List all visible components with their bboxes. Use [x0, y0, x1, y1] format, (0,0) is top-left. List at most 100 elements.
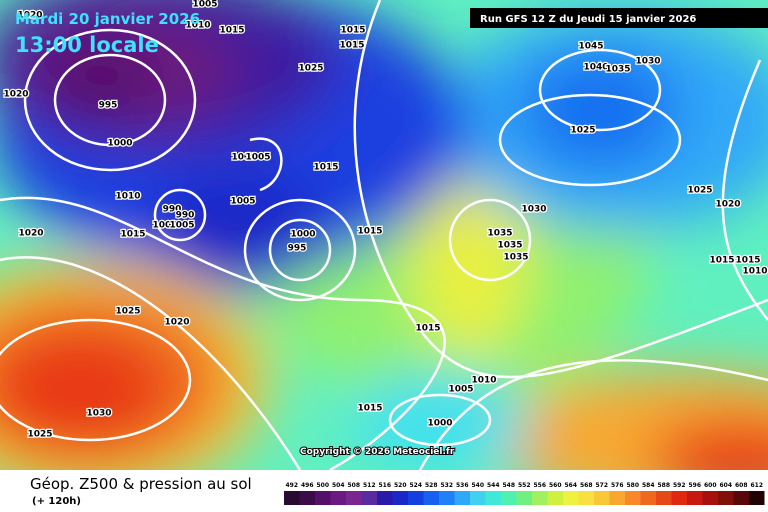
isobar-label: 990: [163, 205, 182, 215]
scale-label: 536: [456, 482, 469, 489]
run: Run GFS 12 Z du Jeudi 15 janvier 2026: [480, 14, 696, 25]
scale-cell: [687, 491, 703, 505]
isobar-label: 1015: [219, 26, 244, 36]
isobar-label: 1045: [578, 42, 603, 52]
isobar-label: 1015: [415, 324, 440, 334]
scale-cell: [392, 491, 408, 505]
copyright: Copyright © 2026 Meteociel.fr: [300, 447, 455, 457]
isobar-label: 1020: [715, 200, 740, 210]
time: 13:00 locale: [15, 33, 159, 57]
isobar-label: 1040: [583, 63, 608, 73]
isobar-label: 1015: [313, 163, 338, 173]
isobar-label: 1005: [448, 385, 473, 395]
scale-label: 588: [657, 482, 670, 489]
scale-label: 524: [409, 482, 422, 489]
isobar-label: 995: [99, 101, 118, 111]
isobar-label: 1035: [605, 65, 630, 75]
isobar-label: 1010: [185, 21, 210, 31]
isobar-label: 1030: [521, 205, 546, 215]
scale-label: 608: [735, 482, 748, 489]
isobar-label: 1030: [86, 409, 111, 419]
scale-cell: [423, 491, 439, 505]
run-box: [470, 8, 768, 28]
scale-label: 516: [378, 482, 391, 489]
isobar-label: 1000: [290, 230, 315, 240]
isobar-label: 995: [288, 244, 307, 254]
scale-cell: [454, 491, 470, 505]
scale-label: 556: [533, 482, 546, 489]
footer-lead: (+ 120h): [32, 496, 81, 507]
scale-label: 528: [425, 482, 438, 489]
scale-cell: [671, 491, 687, 505]
isobar-label: 1005: [245, 153, 270, 163]
scale-cell: [718, 491, 734, 505]
scale-label: 568: [580, 482, 593, 489]
scale-cell: [346, 491, 362, 505]
scale-cell: [547, 491, 563, 505]
isobar-label: 1000: [107, 139, 132, 149]
isobar-labels: 1020101010051015995102010001015101510251…: [2, 0, 768, 441]
isobar-label: 1000: [231, 153, 256, 163]
scale-label: 508: [347, 482, 360, 489]
scale-label: 492: [285, 482, 298, 489]
color-scale: 492 496 500 504 508 512 516 520 524 528 532 536 540 5…: [284, 482, 765, 505]
scale-label: 520: [394, 482, 407, 489]
scale-cell: [516, 491, 532, 505]
scale-cell: [485, 491, 501, 505]
scale-label: 532: [440, 482, 453, 489]
isobar-label: 1020: [3, 90, 28, 100]
scale-label: 600: [704, 482, 717, 489]
isobar-label: 1005: [169, 221, 194, 231]
isobar-label: 1025: [570, 126, 595, 136]
scale-cell: [330, 491, 346, 505]
scale-cell: [377, 491, 393, 505]
isobar-label: 1010: [115, 192, 140, 202]
isobar-label: 1025: [687, 186, 712, 196]
isobar-label: 1035: [487, 229, 512, 239]
scale-label: 592: [673, 482, 686, 489]
scale-cell: [733, 491, 749, 505]
scale-label: 596: [688, 482, 701, 489]
isobar-label: 1025: [115, 307, 140, 317]
isobar-label: 1010: [471, 376, 496, 386]
scale-cell: [625, 491, 641, 505]
scale-cell: [439, 491, 455, 505]
scale-cell: [299, 491, 315, 505]
scale-label: 552: [518, 482, 531, 489]
scale-cell: [408, 491, 424, 505]
isobar-label: 1005: [192, 0, 217, 10]
isobar-label: 1015: [339, 41, 364, 51]
scale-cell: [501, 491, 517, 505]
scale-cell: [702, 491, 718, 505]
scale-label: 500: [316, 482, 329, 489]
scale-label: 564: [564, 482, 577, 489]
scale-cell: [532, 491, 548, 505]
isobar-label: 1015: [357, 404, 382, 414]
isobar-label: 1020: [164, 318, 189, 328]
scale-label: 548: [502, 482, 515, 489]
scale-label: 604: [719, 482, 732, 489]
date: Mardi 20 janvier 2026: [15, 10, 200, 28]
scale-cell: [470, 491, 486, 505]
scale-label: 540: [471, 482, 484, 489]
isobar-label: 1015: [340, 26, 365, 36]
isobar-label: 1025: [298, 64, 323, 74]
isobar-label: 1015: [120, 230, 145, 240]
isobar-label: 1005: [230, 197, 255, 207]
scale-label: 580: [626, 482, 639, 489]
scale-cell: [609, 491, 625, 505]
isobar-label: 1015: [735, 256, 760, 266]
isobar-label: 1030: [635, 57, 660, 67]
footer-title: Géop. Z500 & pression au sol: [30, 475, 252, 493]
isobar-label: 1015: [709, 256, 734, 266]
isobars: [0, 0, 768, 470]
scale-cell: [749, 491, 765, 505]
scale-cell: [284, 491, 300, 505]
scale-label: 612: [750, 482, 763, 489]
isobar-label: 1035: [503, 253, 528, 263]
isobar-label: 1000: [152, 221, 177, 231]
isobar-label: 1010: [742, 267, 767, 277]
